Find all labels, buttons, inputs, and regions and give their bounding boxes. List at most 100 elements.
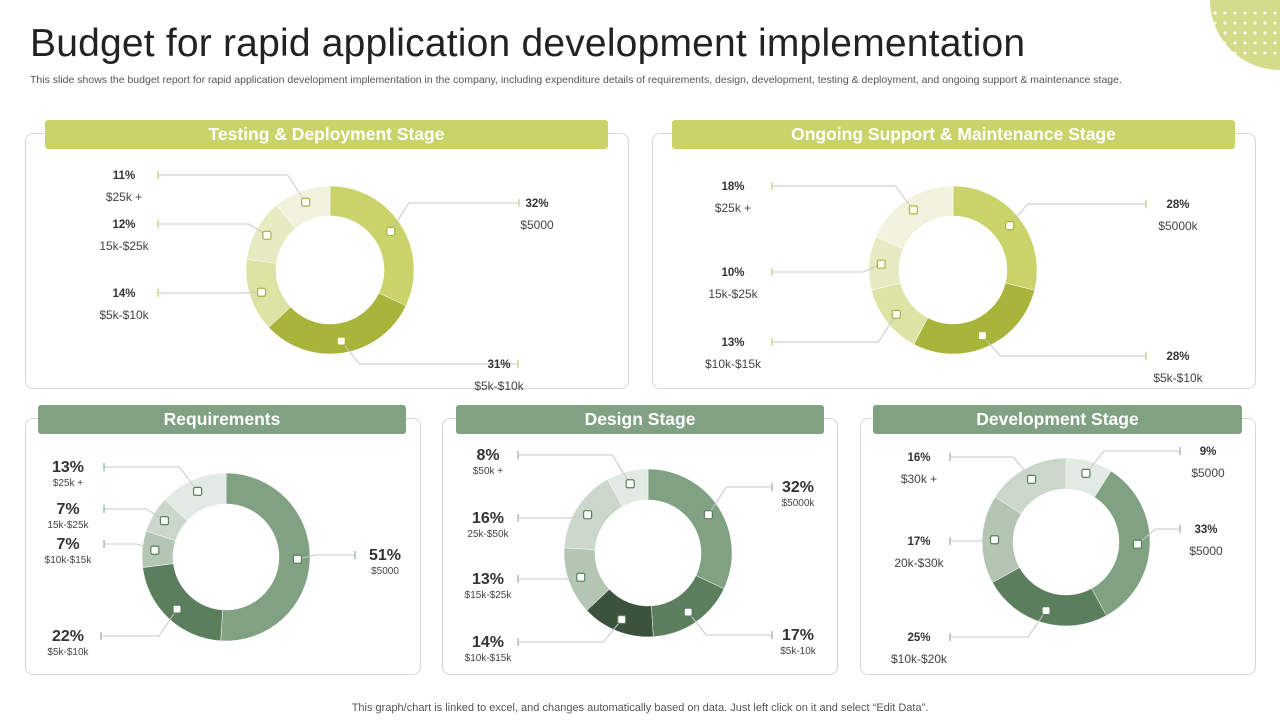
slice-marker: [977, 331, 988, 341]
leader-line: [982, 335, 1146, 357]
slice-percent: 13%: [472, 571, 504, 588]
slice-marker: [262, 230, 272, 240]
header-requirements: Requirements: [38, 405, 406, 434]
slice-label: 25k-$50k: [467, 529, 509, 540]
leader-line: [297, 554, 355, 560]
slice-label: $5000k: [782, 498, 816, 509]
slice-label: $10k-$15k: [465, 653, 513, 664]
leader-line: [104, 466, 199, 492]
slice-marker: [1132, 539, 1143, 549]
footer-note: This graph/chart is linked to excel, and…: [351, 702, 929, 714]
slice-percent: 11%: [113, 170, 135, 182]
slice-label: $5000: [1191, 466, 1225, 480]
leader-line: [390, 202, 519, 232]
header-testing-deployment: Testing & Deployment Stage: [45, 120, 608, 149]
slice-marker: [625, 479, 635, 489]
slice-marker: [989, 535, 1000, 545]
slice-marker: [256, 287, 267, 297]
slice-percent: 18%: [721, 181, 744, 193]
leader-line: [104, 543, 155, 551]
slice-label: $15k-$25k: [465, 590, 513, 601]
slice-percent: 17%: [782, 627, 814, 644]
slice-marker: [336, 336, 346, 346]
donut-slice: [164, 472, 227, 522]
donut-chart-1: 28% $5000k 28% $5k-$10k 13% $10k-$15k 10% 15k-$…: [705, 181, 1204, 385]
donut-slice: [276, 185, 331, 229]
leader-line: [340, 340, 518, 365]
slice-marker: [1005, 221, 1015, 231]
slice-percent: 10%: [721, 267, 744, 279]
slice-label: $10k-$15k: [705, 357, 762, 371]
slice-marker: [908, 205, 918, 215]
slice-label: $10k-$20k: [891, 652, 948, 666]
leader-line: [158, 291, 262, 294]
slice-label: 15k-$25k: [708, 287, 758, 301]
slice-marker: [891, 309, 901, 319]
page-subtitle: This slide shows the budget report for r…: [30, 74, 1122, 86]
leader-line: [1009, 203, 1146, 226]
donut-chart-0: 32% $5000 31% $5k-$10k 14% $5k-$10k 12% 15k-$25…: [99, 170, 554, 393]
slice-label: 15k-$25k: [47, 520, 89, 531]
leader-line: [1137, 528, 1180, 545]
slice-marker: [172, 604, 182, 614]
slice-percent: 14%: [472, 634, 504, 651]
slice-label: $5000: [1189, 544, 1223, 558]
slice-marker: [150, 545, 160, 555]
slice-label: $5000: [371, 566, 399, 577]
slice-marker: [1041, 606, 1051, 616]
donut-slice: [875, 185, 954, 250]
leader-line: [687, 611, 772, 636]
slice-percent: 17%: [907, 536, 930, 548]
slice-marker: [292, 554, 303, 564]
slice-marker: [683, 607, 693, 617]
slice-label: $25k +: [715, 201, 751, 215]
leader-line: [518, 514, 588, 519]
slice-marker: [1026, 474, 1037, 484]
donut-chart-4: 9% $5000 33% $5000 25% $10k-$20k 17% 20k-$30k 16…: [891, 446, 1225, 666]
slice-percent: 16%: [472, 510, 504, 527]
slice-percent: 9%: [1200, 446, 1217, 458]
leader-line: [101, 608, 178, 637]
slice-percent: 7%: [56, 536, 79, 553]
slice-percent: 14%: [112, 288, 135, 300]
slice-percent: 32%: [525, 198, 548, 210]
leader-line: [518, 454, 631, 485]
slice-label: $5000k: [1158, 219, 1198, 233]
slice-percent: 8%: [476, 447, 499, 464]
header-ongoing-support: Ongoing Support & Maintenance Stage: [672, 120, 1235, 149]
slice-marker: [617, 614, 627, 625]
slice-label: $5000: [520, 218, 554, 232]
slice-marker: [576, 572, 586, 582]
slice-percent: 32%: [782, 479, 814, 496]
leader-line: [518, 576, 581, 580]
donut-chart-3: 32% $5000k 17% $5k-10k 14% $10k-$15k 13% $15k-$…: [465, 447, 817, 664]
donut-slice: [952, 185, 1038, 291]
leader-line: [518, 619, 623, 643]
slice-label: $5k-$10k: [47, 647, 89, 658]
slice-label: $25k +: [53, 478, 83, 489]
slice-marker: [703, 510, 713, 520]
header-development-stage: Development Stage: [873, 405, 1242, 434]
slice-label: $5k-$10k: [1153, 371, 1203, 385]
slice-marker: [159, 516, 170, 526]
slice-percent: 12%: [112, 219, 135, 231]
leader-line: [950, 539, 995, 542]
donut-chart-2: 51% $5000 22% $5k-$10k 7% $10k-$15k 7% 15k-$25k…: [45, 459, 401, 658]
page-title: Budget for rapid application development…: [30, 22, 1026, 65]
leader-line: [104, 508, 165, 522]
slice-label: $5k-$10k: [99, 308, 149, 322]
leader-line: [158, 223, 268, 236]
leader-line: [707, 486, 772, 515]
slice-label: 15k-$25k: [99, 239, 149, 253]
donut-slice: [647, 468, 733, 590]
slice-marker: [386, 226, 396, 237]
leader-line: [1085, 450, 1180, 474]
donut-slice: [651, 575, 725, 638]
donut-slice: [994, 457, 1067, 514]
corner-dots-icon: [1210, 0, 1280, 70]
slice-percent: 7%: [56, 501, 79, 518]
slice-label: $25k +: [106, 190, 142, 204]
slice-marker: [301, 197, 311, 207]
slice-marker: [583, 510, 593, 520]
